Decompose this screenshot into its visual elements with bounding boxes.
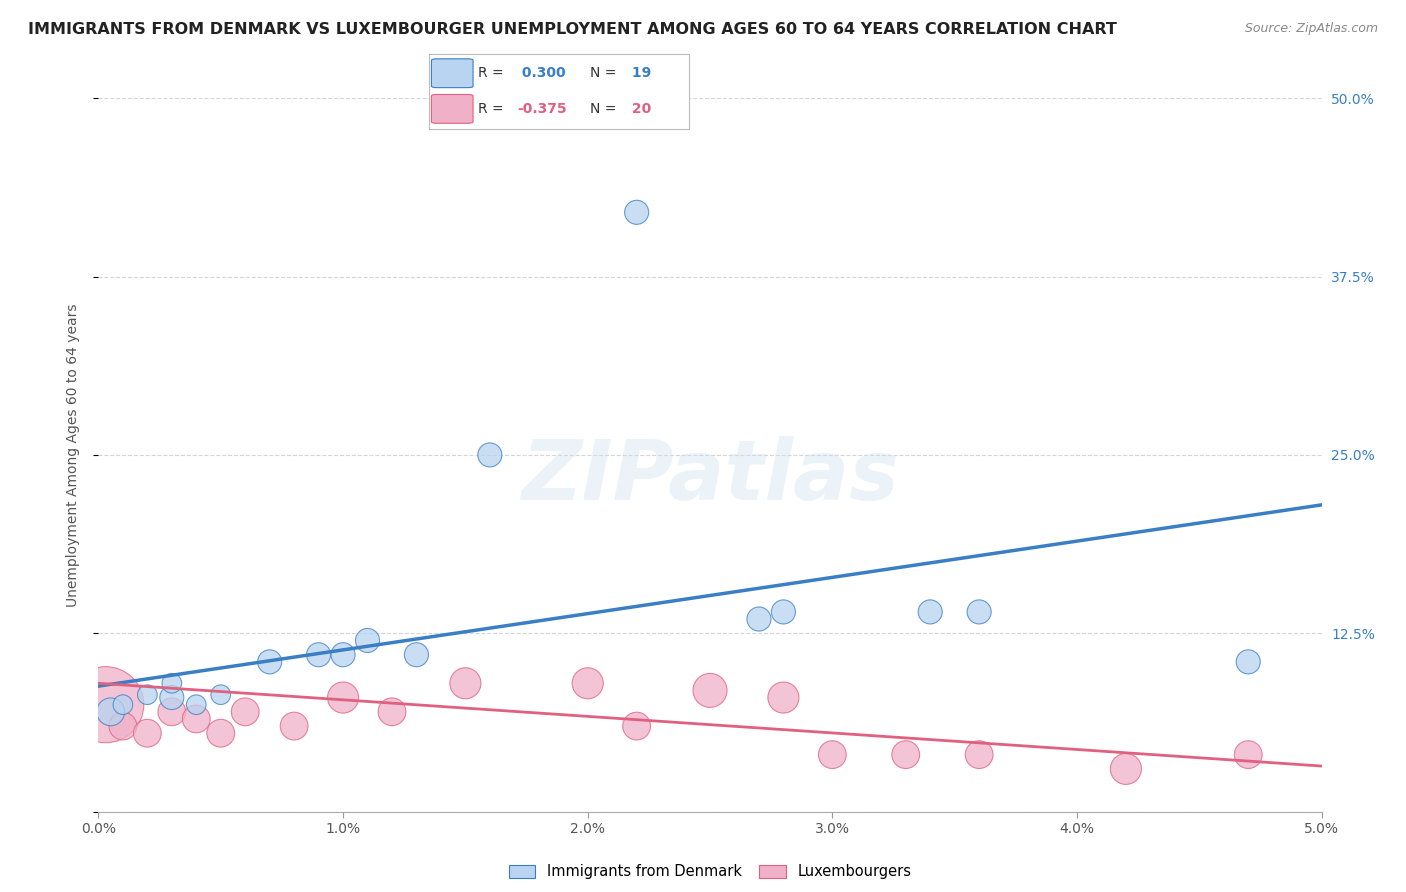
Point [920,605,942,619]
Legend: Immigrants from Denmark, Luxembourgers: Immigrants from Denmark, Luxembourgers [502,857,918,887]
Point [576,676,599,690]
Point [283,719,305,733]
Point [160,690,183,705]
Point [209,688,232,702]
FancyBboxPatch shape [432,95,472,123]
Text: Source: ZipAtlas.com: Source: ZipAtlas.com [1244,22,1378,36]
Text: IMMIGRANTS FROM DENMARK VS LUXEMBOURGER UNEMPLOYMENT AMONG AGES 60 TO 64 YEARS C: IMMIGRANTS FROM DENMARK VS LUXEMBOURGER … [28,22,1116,37]
Point [405,648,427,662]
Point [626,719,648,733]
Point [454,676,477,690]
Text: R =: R = [478,66,503,80]
Text: 19: 19 [627,66,651,80]
Point [332,690,354,705]
Point [160,705,183,719]
Point [1237,747,1260,762]
Point [308,648,330,662]
Point [111,698,134,712]
Point [111,719,134,733]
FancyBboxPatch shape [432,59,472,87]
Point [748,612,770,626]
Point [136,688,159,702]
Point [209,726,232,740]
Text: -0.375: -0.375 [517,102,567,116]
Point [967,747,990,762]
Point [1237,655,1260,669]
Point [381,705,404,719]
Point [160,676,183,690]
Point [94,698,117,712]
Point [100,705,122,719]
Point [233,705,256,719]
Text: 0.300: 0.300 [517,66,565,80]
Point [136,726,159,740]
Point [967,605,990,619]
Point [186,712,208,726]
Point [478,448,501,462]
Point [894,747,917,762]
Point [356,633,378,648]
Point [332,648,354,662]
Text: R =: R = [478,102,503,116]
Text: ZIPatlas: ZIPatlas [522,436,898,516]
Point [699,683,721,698]
Point [1115,762,1137,776]
Point [772,605,794,619]
Text: N =: N = [591,102,616,116]
Point [772,690,794,705]
Point [626,205,648,219]
Text: 20: 20 [627,102,651,116]
Point [821,747,844,762]
Text: N =: N = [591,66,616,80]
Point [259,655,281,669]
Y-axis label: Unemployment Among Ages 60 to 64 years: Unemployment Among Ages 60 to 64 years [66,303,80,607]
Point [186,698,208,712]
